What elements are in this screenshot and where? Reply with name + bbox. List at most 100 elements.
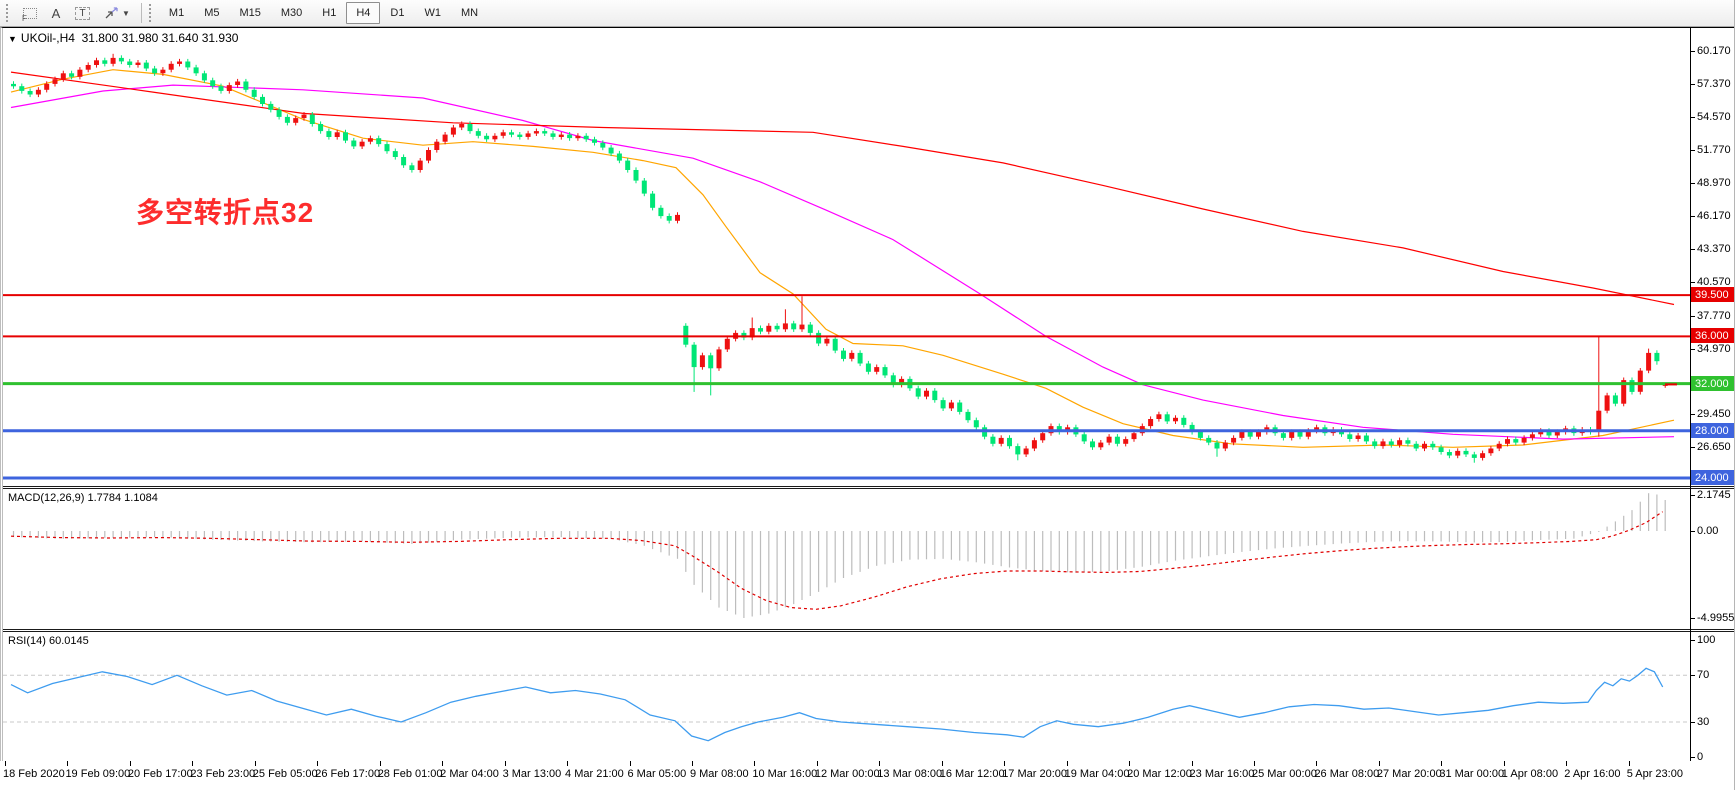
date-axis-tick bbox=[5, 761, 6, 766]
candle-body bbox=[965, 411, 971, 421]
candle-body bbox=[1173, 417, 1178, 422]
candle-body bbox=[152, 68, 158, 74]
toolbar-drag-handle-icon[interactable] bbox=[6, 4, 13, 22]
chevron-down-icon[interactable]: ▼ bbox=[8, 34, 17, 44]
axis-tick bbox=[1691, 618, 1695, 619]
ma-mid-magenta[interactable] bbox=[10, 84, 1675, 440]
candle-body bbox=[293, 118, 299, 123]
panel-splitter[interactable] bbox=[3, 629, 1690, 632]
rsi-label: RSI(14) 60.0145 bbox=[8, 635, 89, 647]
candle-body bbox=[1405, 440, 1411, 444]
candle-body bbox=[1604, 395, 1610, 411]
candle-body bbox=[160, 69, 166, 74]
candle-body bbox=[94, 60, 99, 65]
panel-splitter[interactable] bbox=[3, 486, 1690, 489]
candle-body bbox=[575, 135, 581, 139]
timeframe-button-m15[interactable]: M15 bbox=[239, 7, 261, 19]
freehand-grid-tool-button[interactable]: F bbox=[16, 2, 44, 24]
date-axis-tick bbox=[691, 761, 693, 766]
date-tick-label: 26 Mar 08:00 bbox=[1314, 768, 1380, 780]
candle-body bbox=[1156, 414, 1162, 419]
candle-body bbox=[185, 61, 191, 68]
timeframe-button-m5[interactable]: M5 bbox=[204, 7, 220, 19]
rsi-indicator-panel[interactable]: RSI(14) 60.0145 bbox=[3, 632, 1690, 762]
timeframe-button-w1[interactable]: W1 bbox=[424, 7, 441, 19]
ma-fast-orange[interactable] bbox=[10, 69, 1675, 448]
candle-body bbox=[475, 131, 481, 136]
candle-body bbox=[849, 352, 855, 359]
candle-body bbox=[608, 147, 614, 154]
date-axis-tick bbox=[254, 761, 256, 766]
candle-body bbox=[525, 133, 531, 137]
price-chart-panel[interactable]: ▼ UKOil-,H4 31.800 31.980 31.640 31.930 多… bbox=[3, 28, 1690, 486]
candle-body bbox=[1612, 395, 1618, 404]
arrow-objects-tool-button[interactable]: ▼ bbox=[97, 2, 137, 24]
dropdown-caret-icon: ▼ bbox=[122, 8, 130, 18]
date-tick-label: 23 Feb 23:00 bbox=[190, 768, 256, 780]
axis-tick bbox=[1691, 447, 1695, 448]
date-axis[interactable]: 18 Feb 2020 19 Feb 09:00 20 Feb 17:00 23 Fe… bbox=[0, 761, 1734, 789]
candle-body bbox=[1314, 427, 1320, 431]
timeframe-button-h1[interactable]: H1 bbox=[322, 7, 337, 19]
candle-body bbox=[583, 135, 589, 140]
timeframe-button-m1[interactable]: M1 bbox=[168, 7, 185, 19]
price-tick-label: 43.370 bbox=[1697, 243, 1731, 255]
candle-body bbox=[85, 65, 91, 70]
axis-tick bbox=[1691, 722, 1695, 723]
rsi-axis[interactable]: 100 70 30 0 bbox=[1691, 632, 1734, 762]
toolbar-drag-handle-icon[interactable] bbox=[148, 4, 156, 22]
candle-body bbox=[52, 79, 58, 84]
candle-body bbox=[226, 85, 232, 91]
axis-tick bbox=[1691, 757, 1695, 758]
candle-body bbox=[1347, 434, 1353, 439]
candle-body bbox=[1189, 424, 1195, 432]
candle-body bbox=[874, 367, 880, 372]
candle-body bbox=[135, 62, 141, 65]
timeframe-button-d1[interactable]: D1 bbox=[390, 7, 405, 19]
toolbar: F A T ▼ M1 M5 M15 M30 H1 H4 D1 W1 MN bbox=[0, 0, 1734, 27]
candle-body bbox=[450, 127, 456, 135]
timeframe-button-m30[interactable]: M30 bbox=[280, 7, 303, 19]
candle-body bbox=[459, 124, 465, 128]
text-a-icon: A bbox=[51, 5, 61, 21]
axis-tick bbox=[1691, 183, 1695, 184]
candle-body bbox=[824, 338, 830, 344]
text-label-tool-button[interactable]: T bbox=[68, 2, 97, 24]
macd-axis[interactable]: 2.1745 0.00 -4.9955 bbox=[1691, 489, 1734, 629]
candle-body bbox=[1031, 440, 1037, 449]
candle-body bbox=[1637, 370, 1643, 392]
rsi-tick-label: 100 bbox=[1697, 634, 1716, 646]
candle-body bbox=[533, 131, 539, 134]
candle-body bbox=[708, 355, 714, 369]
chart-text-annotation[interactable]: 多空转折点32 bbox=[136, 197, 315, 228]
ma-slow-red[interactable] bbox=[10, 71, 1675, 306]
candle-body bbox=[168, 63, 174, 70]
candle-body bbox=[401, 157, 407, 166]
candle-body bbox=[865, 363, 871, 372]
candle-body bbox=[143, 62, 149, 69]
text-tool-button[interactable]: A bbox=[44, 2, 68, 24]
candle-body bbox=[1131, 433, 1137, 440]
candle-body bbox=[1355, 435, 1361, 439]
candle-body bbox=[550, 133, 556, 137]
rsi-tick-label: 70 bbox=[1697, 669, 1710, 681]
price-axis-column[interactable]: 60.170 57.370 54.570 51.770 48.970 46.170 43.3… bbox=[1691, 28, 1734, 762]
price-axis[interactable]: 60.170 57.370 54.570 51.770 48.970 46.170 43.3… bbox=[1691, 28, 1734, 486]
timeframe-button-h4[interactable]: H4 bbox=[346, 2, 381, 24]
date-axis-tick bbox=[1254, 761, 1255, 766]
candle-body bbox=[1015, 446, 1021, 455]
candle-body bbox=[1538, 430, 1544, 435]
chart-column: ▼ UKOil-,H4 31.800 31.980 31.640 31.930 多… bbox=[3, 28, 1691, 762]
date-tick-label: 13 Mar 08:00 bbox=[877, 768, 943, 780]
chart-title: ▼ UKOil-,H4 31.800 31.980 31.640 31.930 bbox=[8, 31, 239, 45]
date-axis-tick bbox=[67, 761, 69, 766]
date-tick-label: 3 Mar 13:00 bbox=[502, 768, 562, 780]
timeframe-button-mn[interactable]: MN bbox=[460, 7, 479, 19]
macd-indicator-panel[interactable]: MACD(12,26,9) 1.7784 1.1084 bbox=[3, 489, 1690, 629]
candle-body bbox=[666, 216, 672, 221]
axis-tick bbox=[1691, 51, 1695, 52]
date-tick-label: 25 Mar 00:00 bbox=[1252, 768, 1317, 780]
date-axis-tick bbox=[1316, 761, 1318, 766]
candle-body bbox=[683, 325, 689, 345]
candle-body bbox=[890, 375, 896, 385]
